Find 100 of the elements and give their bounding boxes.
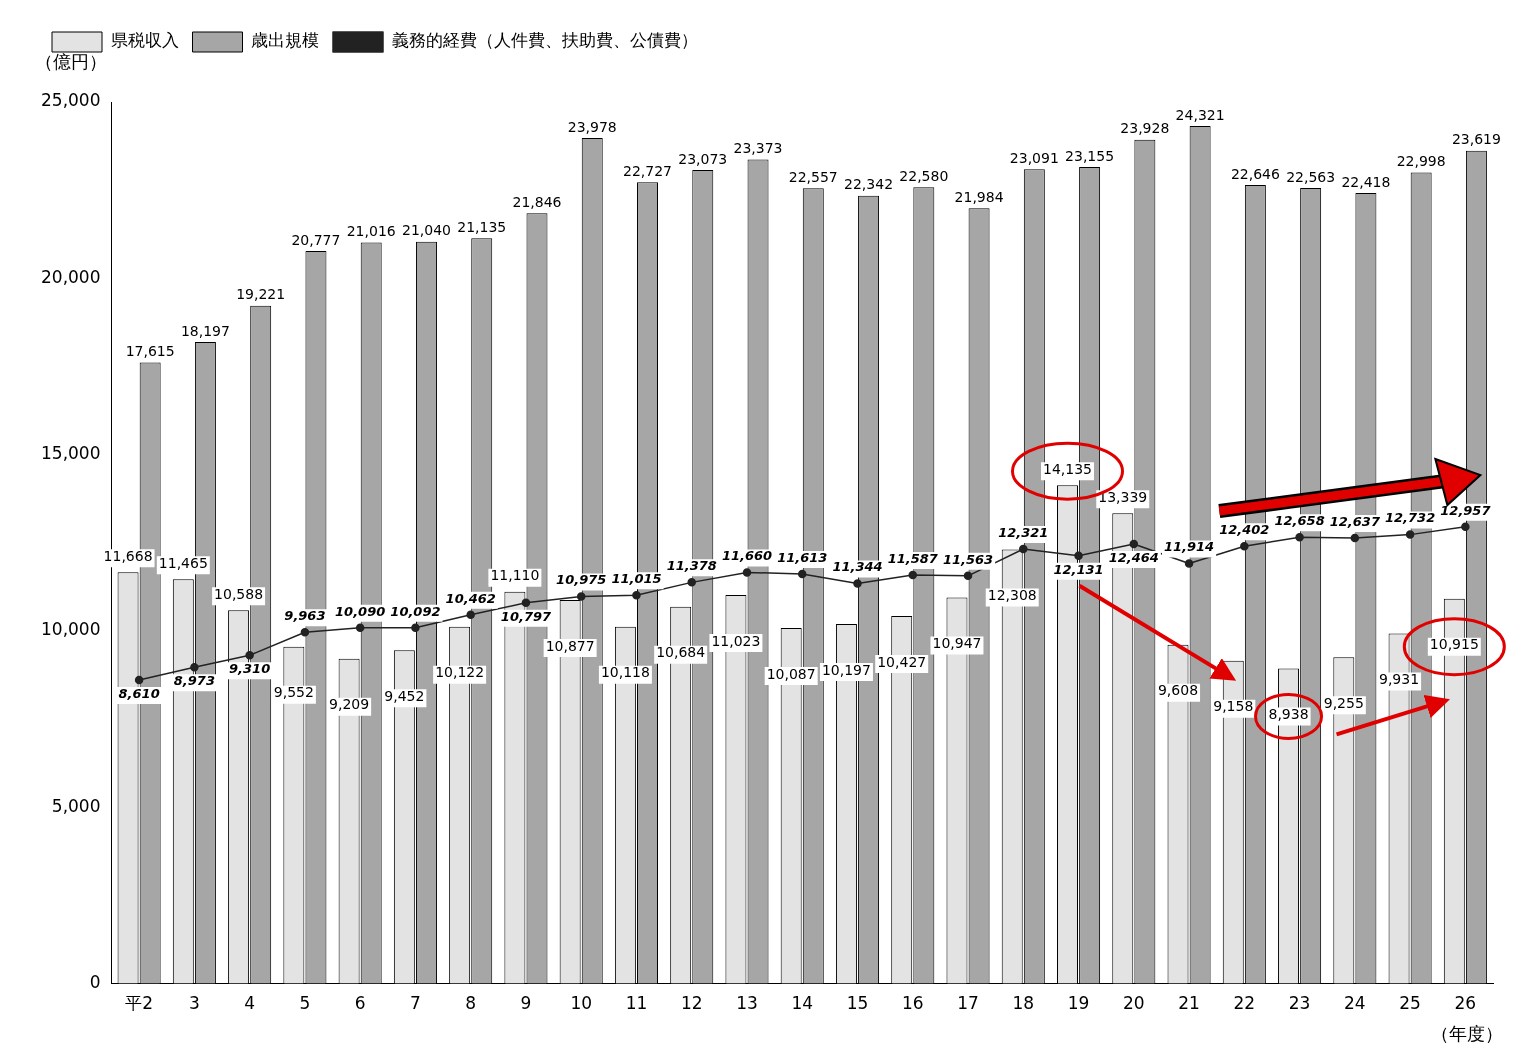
point <box>687 578 696 587</box>
x-tick-label: 6 <box>354 993 366 1014</box>
point <box>1074 551 1083 561</box>
x-tick-label: 16 <box>901 993 924 1014</box>
data-label: 10,092 <box>390 603 441 619</box>
x-tick-label: 5 <box>299 993 311 1014</box>
data-label: 12,637 <box>1329 513 1381 529</box>
data-label: 22,563 <box>1286 168 1336 185</box>
data-label: 19,221 <box>236 286 286 303</box>
data-label: 23,091 <box>1009 149 1059 166</box>
data-label: 23,978 <box>567 118 617 135</box>
point <box>466 610 475 619</box>
x-tick-label: 18 <box>1012 993 1035 1014</box>
data-label: 22,557 <box>788 168 838 185</box>
data-label: 10,197 <box>821 661 871 678</box>
x-tick-label: 21 <box>1178 993 1200 1014</box>
data-label: 11,613 <box>777 549 828 565</box>
point <box>1240 542 1249 551</box>
x-tick-label: 10 <box>570 993 593 1014</box>
y-tick-label: 5,000 <box>51 795 101 816</box>
data-label: 11,563 <box>942 551 994 567</box>
x-tick-label: 22 <box>1233 993 1256 1014</box>
data-label: 22,580 <box>899 167 949 184</box>
data-label: 22,727 <box>623 162 673 179</box>
data-label: 21,846 <box>512 193 562 210</box>
point <box>576 592 586 601</box>
data-label: 10,122 <box>435 664 485 681</box>
data-label: 10,877 <box>545 637 595 654</box>
data-label: 8,610 <box>118 685 160 701</box>
x-tick-label: 8 <box>465 993 477 1014</box>
x-axis-title: （年度） <box>1431 1022 1503 1044</box>
data-label: 12,957 <box>1440 502 1492 518</box>
data-label: 22,342 <box>844 176 894 193</box>
data-label: 21,016 <box>346 223 396 240</box>
data-label: 12,402 <box>1219 522 1270 538</box>
data-label: 24,321 <box>1175 106 1225 123</box>
point <box>632 590 641 600</box>
point <box>963 571 973 581</box>
point <box>1405 530 1415 539</box>
data-label: 20,777 <box>291 231 341 248</box>
data-label: 10,118 <box>600 664 650 681</box>
data-label: 10,947 <box>932 635 982 652</box>
data-label: 9,255 <box>1323 694 1364 711</box>
data-label: 11,378 <box>666 558 717 574</box>
y-tick-label: 0 <box>89 972 101 993</box>
point <box>1295 532 1304 542</box>
data-label: 10,087 <box>766 665 816 682</box>
data-label: 11,110 <box>490 567 540 584</box>
x-tick-label: 24 <box>1344 993 1366 1014</box>
data-label: 9,310 <box>229 661 271 677</box>
data-label: 10,975 <box>556 572 607 588</box>
x-tick-label: 15 <box>846 993 869 1014</box>
x-tick-label: 3 <box>188 993 200 1014</box>
x-tick-label: 23 <box>1288 993 1311 1014</box>
y-tick-label: 20,000 <box>41 266 101 287</box>
data-label: 9,452 <box>384 687 425 704</box>
data-label: 10,427 <box>877 653 927 670</box>
data-label: 11,015 <box>611 571 662 587</box>
data-label: 13,339 <box>1098 488 1148 505</box>
point <box>797 569 807 579</box>
data-label: 10,797 <box>500 608 552 624</box>
point <box>1184 559 1194 568</box>
x-tick-label: 11 <box>625 993 648 1014</box>
data-label: 12,308 <box>987 587 1037 604</box>
legend-label: 義務的経費（人件費、扶助費、公債費） <box>391 30 698 51</box>
data-label: 23,373 <box>733 140 783 157</box>
data-label: 9,608 <box>1157 682 1199 699</box>
point <box>742 568 752 577</box>
y-tick-label: 10,000 <box>41 619 101 640</box>
x-tick-label: 20 <box>1122 993 1145 1014</box>
point <box>521 598 531 608</box>
data-label: 12,732 <box>1385 510 1436 526</box>
data-label: 8,973 <box>173 673 215 689</box>
data-label: 21,984 <box>954 189 1004 205</box>
point <box>1129 539 1139 549</box>
x-tick-label: 14 <box>791 993 814 1014</box>
point <box>411 623 420 632</box>
data-label: 10,462 <box>445 590 496 606</box>
data-label: 10,684 <box>656 644 706 661</box>
y-tick-label: 25,000 <box>41 90 101 111</box>
x-tick-label: 9 <box>520 993 532 1014</box>
x-tick-label: 4 <box>244 993 256 1014</box>
x-tick-label: 25 <box>1399 993 1421 1014</box>
point <box>853 579 862 588</box>
data-label: 11,668 <box>103 547 153 564</box>
point <box>190 662 199 672</box>
data-label: 11,914 <box>1163 539 1215 555</box>
data-label: 11,465 <box>158 554 208 571</box>
point <box>134 675 144 685</box>
data-label: 9,209 <box>329 696 370 713</box>
point <box>908 570 918 580</box>
data-label: 10,915 <box>1429 636 1479 653</box>
point <box>1461 522 1470 531</box>
data-label: 14,135 <box>1042 460 1092 477</box>
x-tick-label: 7 <box>410 993 421 1014</box>
x-tick-label: 13 <box>736 993 758 1014</box>
data-label: 9,931 <box>1379 671 1420 688</box>
x-tick-label: 17 <box>957 993 979 1014</box>
point <box>355 623 365 633</box>
data-label: 11,023 <box>711 632 761 649</box>
